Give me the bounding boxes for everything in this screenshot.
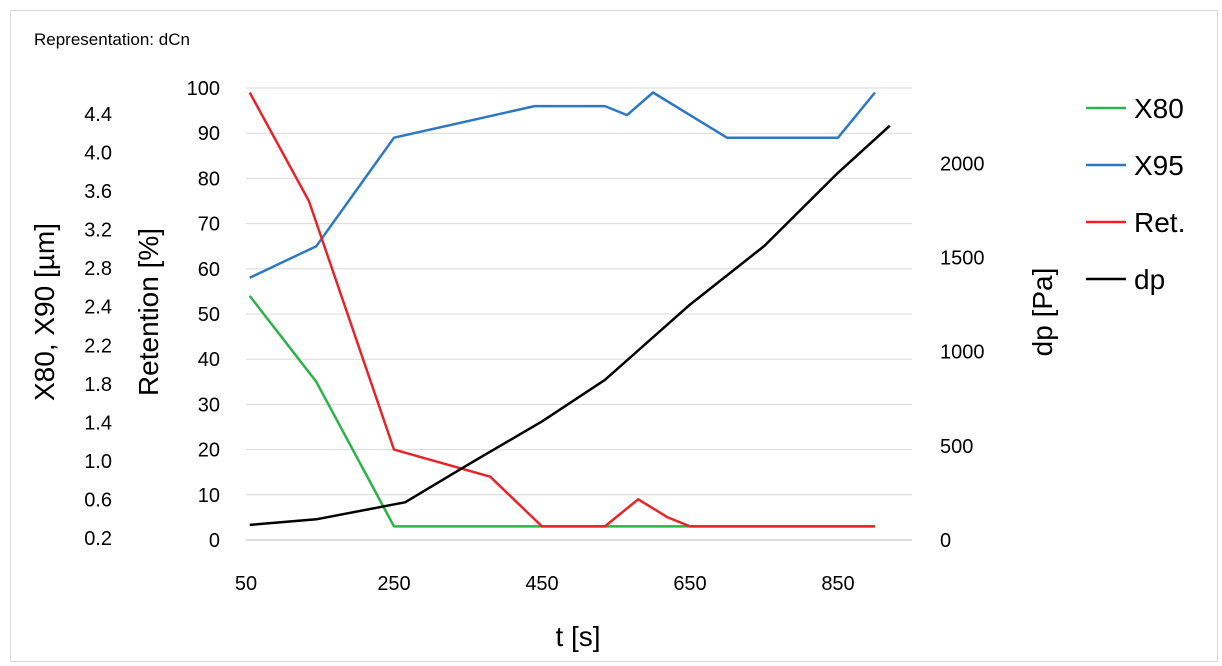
y-left-tick-label: 10	[198, 485, 220, 507]
series-line-x95	[249, 91, 876, 279]
x-tick-label: 450	[525, 573, 558, 595]
y-axis-label-x80-x90: X80, X90 [µm]	[29, 223, 60, 401]
y-left-tick-label: 40	[198, 349, 220, 371]
y-outer-tick-label: 4.0	[84, 143, 112, 165]
y-right-tick-label: 0	[940, 530, 951, 552]
y-outer-tick-label: 1.0	[84, 451, 112, 473]
y-right-tick-label: 1500	[940, 248, 985, 270]
series-line-dp	[249, 124, 891, 527]
legend: X80 X95 Ret. dp	[1086, 93, 1185, 295]
representation-label: Representation: dCn	[34, 30, 190, 49]
x-axis-label: t [s]	[555, 621, 600, 652]
y-right-tick-labels: 0 500 1000 1500 2000	[940, 153, 985, 552]
x-tick-label: 650	[673, 573, 706, 595]
y-outer-tick-label: 1.8	[84, 374, 112, 396]
y-outer-tick-label: 4.4	[84, 104, 112, 126]
y-outer-tick-label: 2.4	[84, 297, 112, 319]
y-left-tick-label: 20	[198, 440, 220, 462]
gridlines	[246, 87, 912, 541]
legend-label: X95	[1134, 150, 1184, 181]
y-right-tick-label: 500	[940, 436, 973, 458]
y-left-tick-label: 0	[209, 530, 220, 552]
y-right-tick-label: 2000	[940, 153, 985, 175]
y-outer-tick-label: 0.6	[84, 489, 112, 511]
y-outer-tick-label: 2.2	[84, 335, 112, 357]
y-outer-tick-label: 1.4	[84, 412, 112, 434]
series-line-ret	[248, 91, 875, 528]
y-right-tick-label: 1000	[940, 342, 985, 364]
y-outer-tick-label: 0.2	[84, 528, 112, 550]
series-line-x80	[248, 295, 875, 528]
y-left-tick-labels: 0 10 20 30 40 50 60 70 80 90 100	[187, 78, 220, 552]
y-left-tick-label: 90	[198, 123, 220, 145]
y-left-tick-label: 60	[198, 259, 220, 281]
y-outer-tick-label: 3.2	[84, 220, 112, 242]
chart-frame	[10, 10, 1218, 662]
x-tick-labels: 50 250 450 650 850	[235, 573, 855, 595]
legend-label: X80	[1134, 93, 1184, 124]
x-tick-label: 50	[235, 573, 257, 595]
x-tick-label: 850	[821, 573, 854, 595]
y-outer-tick-labels: 4.4 4.0 3.6 3.2 2.8 2.4 2.2 1.8 1.4 1.0 0.6 0.2	[84, 104, 112, 550]
series-lines	[248, 91, 891, 528]
y-left-tick-label: 70	[198, 214, 220, 236]
y-left-tick-label: 80	[198, 168, 220, 190]
x-tick-label: 250	[377, 573, 410, 595]
legend-label: dp	[1134, 264, 1165, 295]
y-left-tick-label: 50	[198, 304, 220, 326]
y-outer-tick-label: 3.6	[84, 181, 112, 203]
legend-label: Ret.	[1134, 207, 1185, 238]
y-axis-label-retention: Retention [%]	[133, 228, 164, 396]
y-left-tick-label: 100	[187, 78, 220, 100]
y-axis-label-dp: dp [Pa]	[1027, 268, 1058, 357]
y-left-tick-label: 30	[198, 394, 220, 416]
y-outer-tick-label: 2.8	[84, 258, 112, 280]
